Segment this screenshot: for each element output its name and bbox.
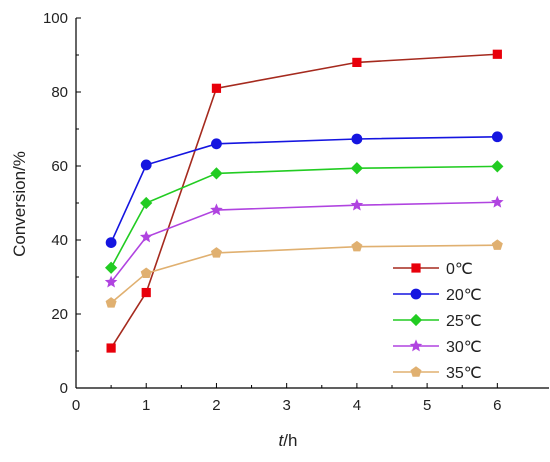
series-line	[110, 165, 498, 269]
data-point	[350, 198, 364, 211]
legend-label: 20℃	[446, 287, 482, 304]
legend-label: 30℃	[446, 339, 482, 356]
legend-label: 35℃	[446, 365, 482, 382]
series-0	[106, 49, 502, 353]
legend-marker	[411, 263, 421, 273]
data-point	[351, 240, 363, 252]
x-axis-ticks: 0 1 2 3 4 5 6	[72, 383, 502, 414]
y-tick-label: 100	[43, 10, 68, 27]
legend-item: 35℃	[393, 365, 482, 382]
legend-marker	[409, 313, 423, 327]
series-line	[110, 53, 498, 349]
series-line	[110, 201, 498, 283]
legend: 0℃ 20℃ 25℃ 30℃ 35℃	[393, 261, 482, 382]
x-axis-title-italic: t	[279, 431, 285, 450]
data-point	[105, 261, 118, 274]
data-point	[104, 275, 118, 288]
y-tick-label: 40	[51, 232, 68, 249]
series-layer	[104, 49, 504, 353]
x-tick-label: 5	[423, 397, 431, 414]
data-point	[491, 239, 503, 250]
data-point	[210, 247, 222, 258]
data-point	[105, 297, 117, 308]
data-point	[140, 159, 152, 171]
data-point	[352, 57, 362, 67]
data-point	[492, 49, 502, 59]
series-4	[105, 239, 503, 308]
data-point	[140, 267, 152, 278]
y-axis-title: Conversion/%	[10, 151, 29, 257]
data-point	[211, 83, 222, 93]
x-tick-label: 1	[142, 397, 150, 414]
x-tick-label: 2	[212, 397, 220, 414]
legend-item: 25℃	[393, 313, 482, 330]
legend-item: 20℃	[393, 287, 482, 304]
series-3	[104, 195, 504, 288]
data-point	[106, 343, 116, 353]
series-line	[110, 244, 498, 304]
legend-item: 0℃	[393, 261, 473, 278]
series-2	[105, 160, 504, 274]
x-axis-title: t/h	[279, 431, 298, 450]
x-tick-label: 4	[353, 397, 361, 414]
data-point	[141, 287, 151, 298]
data-point	[210, 167, 223, 180]
y-tick-label: 20	[51, 306, 68, 323]
series-1	[105, 131, 503, 248]
y-tick-label: 80	[51, 84, 68, 101]
legend-label: 25℃	[446, 313, 482, 330]
legend-label: 0℃	[446, 261, 473, 278]
legend-marker	[410, 288, 422, 300]
legend-item: 30℃	[393, 339, 482, 356]
legend-marker	[410, 366, 422, 377]
data-point	[491, 195, 504, 208]
data-point	[139, 230, 153, 243]
data-point	[491, 160, 504, 173]
data-point	[140, 196, 153, 210]
data-point	[105, 237, 117, 248]
legend-marker	[409, 339, 423, 352]
x-axis-title-unit: /h	[283, 431, 297, 450]
y-axis-ticks: 0 20 40 60 80 100	[43, 10, 81, 397]
x-tick-label: 6	[493, 397, 501, 414]
y-tick-label: 60	[51, 158, 68, 175]
data-point	[350, 162, 363, 175]
y-tick-label: 0	[60, 380, 68, 397]
data-point	[491, 131, 503, 143]
data-point	[210, 203, 223, 216]
data-point	[211, 138, 222, 150]
x-tick-label: 3	[282, 397, 290, 414]
data-point	[351, 133, 363, 145]
x-tick-label: 0	[72, 397, 80, 414]
